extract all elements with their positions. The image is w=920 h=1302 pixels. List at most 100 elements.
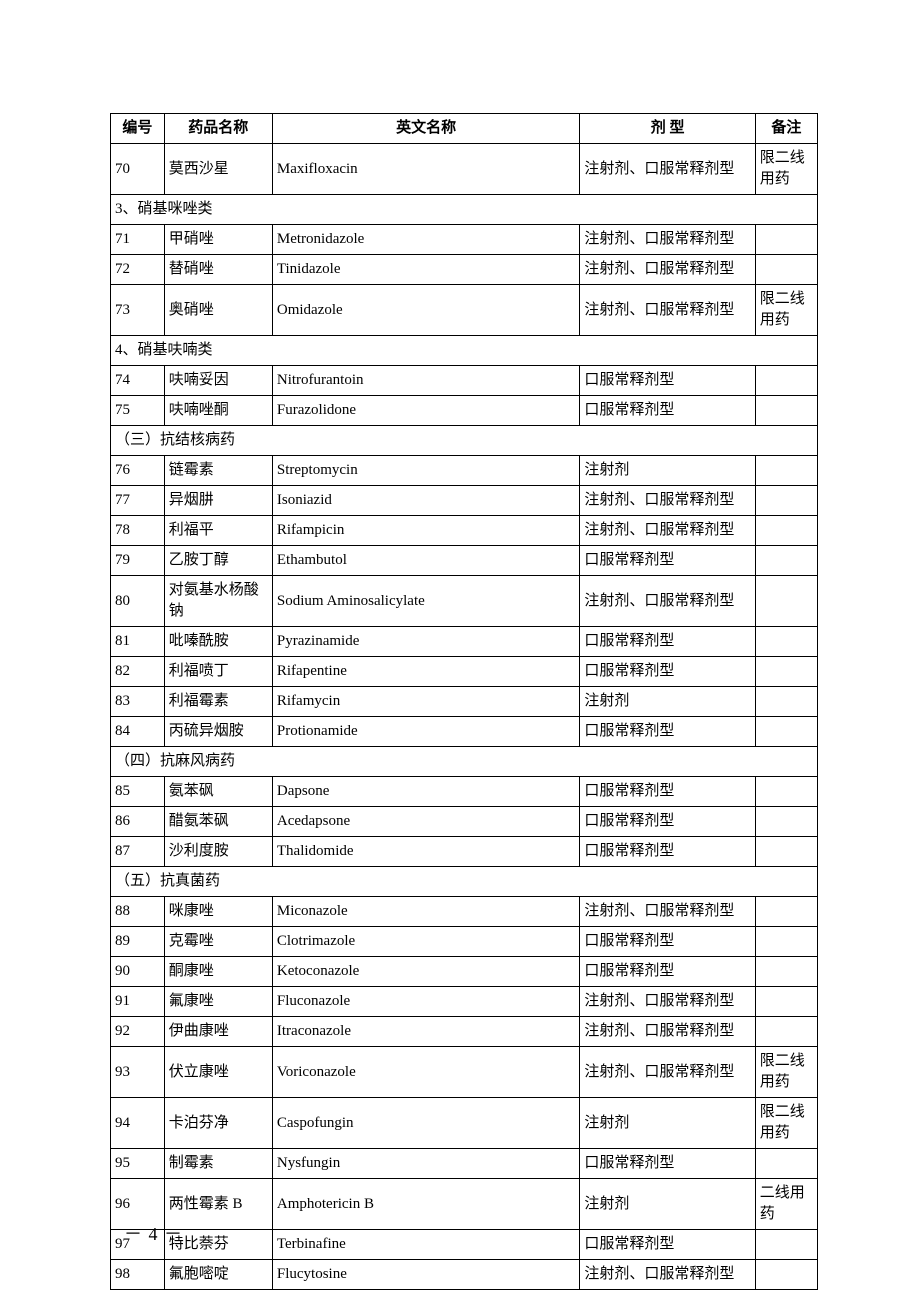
cell-name: 乙胺丁醇 xyxy=(164,546,272,576)
cell-note xyxy=(755,255,817,285)
cell-note: 限二线用药 xyxy=(755,1047,817,1098)
cell-name: 酮康唑 xyxy=(164,957,272,987)
table-row: 96两性霉素 BAmphotericin B注射剂二线用药 xyxy=(111,1179,818,1230)
cell-form: 口服常释剂型 xyxy=(580,546,755,576)
cell-form: 注射剂、口服常释剂型 xyxy=(580,516,755,546)
cell-note: 限二线用药 xyxy=(755,1098,817,1149)
cell-id: 90 xyxy=(111,957,165,987)
table-row: 80对氨基水杨酸钠Sodium Aminosalicylate注射剂、口服常释剂… xyxy=(111,576,818,627)
cell-en: Amphotericin B xyxy=(272,1179,580,1230)
table-row: 81吡嗪酰胺Pyrazinamide口服常释剂型 xyxy=(111,627,818,657)
cell-en: Furazolidone xyxy=(272,396,580,426)
cell-name: 吡嗪酰胺 xyxy=(164,627,272,657)
cell-name: 利福霉素 xyxy=(164,687,272,717)
cell-note xyxy=(755,516,817,546)
cell-en: Rifapentine xyxy=(272,657,580,687)
cell-form: 注射剂、口服常释剂型 xyxy=(580,255,755,285)
drug-table: 编号 药品名称 英文名称 剂 型 备注 70莫西沙星Maxifloxacin注射… xyxy=(110,113,818,1290)
cell-name: 呋喃唑酮 xyxy=(164,396,272,426)
cell-en: Ketoconazole xyxy=(272,957,580,987)
section-row: （四）抗麻风病药 xyxy=(111,747,818,777)
cell-note xyxy=(755,1017,817,1047)
cell-form: 注射剂 xyxy=(580,1098,755,1149)
cell-en: Terbinafine xyxy=(272,1230,580,1260)
table-row: 76链霉素Streptomycin注射剂 xyxy=(111,456,818,486)
cell-name: 甲硝唑 xyxy=(164,225,272,255)
cell-form: 口服常释剂型 xyxy=(580,837,755,867)
cell-en: Pyrazinamide xyxy=(272,627,580,657)
table-row: 87沙利度胺Thalidomide口服常释剂型 xyxy=(111,837,818,867)
cell-id: 82 xyxy=(111,657,165,687)
cell-en: Voriconazole xyxy=(272,1047,580,1098)
cell-name: 链霉素 xyxy=(164,456,272,486)
cell-id: 98 xyxy=(111,1260,165,1290)
cell-name: 氨苯砜 xyxy=(164,777,272,807)
table-row: 88咪康唑Miconazole注射剂、口服常释剂型 xyxy=(111,897,818,927)
cell-note xyxy=(755,927,817,957)
table-row: 75呋喃唑酮Furazolidone口服常释剂型 xyxy=(111,396,818,426)
cell-name: 莫西沙星 xyxy=(164,144,272,195)
cell-en: Acedapsone xyxy=(272,807,580,837)
cell-id: 89 xyxy=(111,927,165,957)
cell-form: 注射剂 xyxy=(580,456,755,486)
cell-name: 呋喃妥因 xyxy=(164,366,272,396)
cell-note xyxy=(755,717,817,747)
cell-form: 口服常释剂型 xyxy=(580,627,755,657)
cell-name: 利福平 xyxy=(164,516,272,546)
cell-id: 94 xyxy=(111,1098,165,1149)
section-row: （五）抗真菌药 xyxy=(111,867,818,897)
table-row: 85氨苯砜Dapsone口服常释剂型 xyxy=(111,777,818,807)
table-row: 73奥硝唑Omidazole注射剂、口服常释剂型限二线用药 xyxy=(111,285,818,336)
cell-form: 口服常释剂型 xyxy=(580,1230,755,1260)
cell-name: 伏立康唑 xyxy=(164,1047,272,1098)
cell-en: Itraconazole xyxy=(272,1017,580,1047)
table-row: 89克霉唑Clotrimazole口服常释剂型 xyxy=(111,927,818,957)
table-row: 86醋氨苯砜Acedapsone口服常释剂型 xyxy=(111,807,818,837)
cell-en: Rifamycin xyxy=(272,687,580,717)
col-form: 剂 型 xyxy=(580,114,755,144)
table-row: 82利福喷丁Rifapentine口服常释剂型 xyxy=(111,657,818,687)
table-row: 78利福平Rifampicin注射剂、口服常释剂型 xyxy=(111,516,818,546)
cell-note xyxy=(755,396,817,426)
cell-en: Fluconazole xyxy=(272,987,580,1017)
cell-name: 利福喷丁 xyxy=(164,657,272,687)
cell-id: 88 xyxy=(111,897,165,927)
cell-note xyxy=(755,456,817,486)
cell-note xyxy=(755,1149,817,1179)
cell-name: 异烟肼 xyxy=(164,486,272,516)
table-row: 84丙硫异烟胺Protionamide口服常释剂型 xyxy=(111,717,818,747)
cell-en: Sodium Aminosalicylate xyxy=(272,576,580,627)
cell-form: 注射剂、口服常释剂型 xyxy=(580,486,755,516)
cell-en: Thalidomide xyxy=(272,837,580,867)
cell-id: 73 xyxy=(111,285,165,336)
cell-id: 84 xyxy=(111,717,165,747)
cell-note xyxy=(755,657,817,687)
table-row: 97特比萘芬Terbinafine口服常释剂型 xyxy=(111,1230,818,1260)
cell-en: Tinidazole xyxy=(272,255,580,285)
cell-note xyxy=(755,576,817,627)
cell-note xyxy=(755,546,817,576)
cell-id: 86 xyxy=(111,807,165,837)
cell-form: 口服常释剂型 xyxy=(580,657,755,687)
cell-form: 注射剂、口服常释剂型 xyxy=(580,897,755,927)
table-header-row: 编号 药品名称 英文名称 剂 型 备注 xyxy=(111,114,818,144)
cell-id: 79 xyxy=(111,546,165,576)
cell-en: Flucytosine xyxy=(272,1260,580,1290)
cell-en: Omidazole xyxy=(272,285,580,336)
table-row: 94卡泊芬净Caspofungin注射剂限二线用药 xyxy=(111,1098,818,1149)
cell-en: Protionamide xyxy=(272,717,580,747)
cell-name: 奥硝唑 xyxy=(164,285,272,336)
table-row: 70莫西沙星Maxifloxacin注射剂、口服常释剂型限二线用药 xyxy=(111,144,818,195)
table-body: 70莫西沙星Maxifloxacin注射剂、口服常释剂型限二线用药3、硝基咪唑类… xyxy=(111,144,818,1290)
cell-id: 77 xyxy=(111,486,165,516)
cell-form: 注射剂、口服常释剂型 xyxy=(580,1017,755,1047)
cell-form: 注射剂 xyxy=(580,1179,755,1230)
cell-note xyxy=(755,1230,817,1260)
section-label: （四）抗麻风病药 xyxy=(111,747,818,777)
page-number: － 4 － xyxy=(124,1220,183,1246)
col-name: 药品名称 xyxy=(164,114,272,144)
table-row: 77异烟肼Isoniazid注射剂、口服常释剂型 xyxy=(111,486,818,516)
cell-id: 95 xyxy=(111,1149,165,1179)
table-row: 93伏立康唑Voriconazole注射剂、口服常释剂型限二线用药 xyxy=(111,1047,818,1098)
cell-en: Dapsone xyxy=(272,777,580,807)
